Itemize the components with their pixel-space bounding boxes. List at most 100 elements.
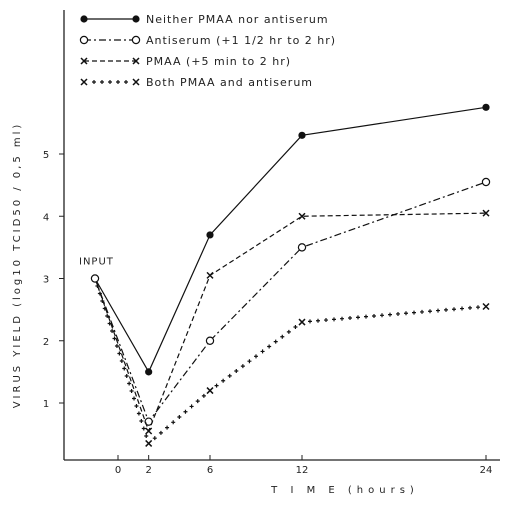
series-plus-mark: [436, 308, 440, 313]
y-tick-label: 4: [43, 212, 49, 223]
series-plus-mark: [141, 426, 146, 431]
legend-label: Both PMAA and antiserum: [146, 76, 313, 89]
series-plus-mark: [404, 311, 408, 316]
series-plus-mark: [452, 307, 456, 312]
series-plus-mark: [214, 383, 219, 388]
series-plus-mark: [316, 318, 320, 323]
data-point-cross: [482, 209, 490, 217]
x-tick-label: 0: [115, 465, 121, 476]
series-plus-mark: [293, 324, 298, 329]
series-plus-mark: [132, 396, 137, 401]
series-plus-mark: [396, 311, 400, 316]
series-plus-mark: [110, 328, 115, 333]
series-plus-mark: [240, 364, 245, 369]
x-tick-label: 24: [480, 465, 493, 476]
series-plus-mark: [177, 415, 182, 420]
data-point-cross: [145, 427, 153, 435]
series-plus-mark: [144, 433, 149, 438]
series-plus-mark: [134, 403, 139, 408]
x-tick-label: 12: [296, 465, 309, 476]
series-plus-mark: [356, 315, 360, 320]
data-point-cross: [206, 387, 214, 395]
series-plus-mark: [158, 430, 163, 435]
legend-item: Both PMAA and antiserum: [80, 76, 313, 89]
y-tick-label: 5: [43, 150, 49, 161]
series-plus-mark: [97, 291, 102, 296]
series-plus-mark: [171, 420, 176, 425]
legend-plus-mark: [92, 80, 96, 84]
series-plus-mark: [117, 351, 122, 356]
input-point: [90, 274, 100, 283]
data-point-open-circle: [131, 35, 141, 45]
series-plus-mark: [388, 312, 392, 317]
data-point-open-circle: [205, 336, 215, 345]
legend-label: Antiserum (+1 1/2 hr to 2 hr): [146, 34, 336, 47]
legend: Neither PMAA nor antiserum Antiserum (+1 …: [79, 13, 336, 89]
series-plus-mark: [444, 307, 448, 312]
series-plus-mark: [105, 313, 110, 318]
series-plus-mark: [107, 321, 112, 326]
series-plus-mark: [95, 283, 100, 288]
series-plus-mark: [102, 306, 107, 311]
series-plus-mark: [100, 298, 105, 303]
data-point-cross: [206, 271, 214, 279]
series-plus-mark: [136, 411, 141, 416]
series-plus-mark: [195, 399, 200, 404]
data-point-open-circle: [481, 177, 491, 187]
series-plus-mark: [124, 373, 129, 378]
series-neither-pmaa-nor-antiserum: [94, 103, 490, 376]
series-plus-mark: [201, 393, 206, 398]
series-plus-mark: [114, 343, 119, 348]
series-plus-mark: [364, 314, 368, 319]
series-plus-mark: [308, 319, 312, 324]
series-plus-mark: [412, 310, 416, 315]
legend-plus-mark: [116, 80, 120, 84]
series-line: [94, 181, 487, 423]
series-plus-mark: [260, 349, 265, 354]
series-plus-mark: [221, 378, 226, 383]
legend-plus-mark: [108, 80, 112, 84]
x-axis-label: T I M E (hours): [270, 485, 419, 496]
series-plus-mark: [332, 317, 336, 322]
data-point-cross: [80, 78, 88, 86]
series-both-pmaa-and-antiserum: [95, 283, 490, 447]
series-plus-mark: [468, 305, 472, 310]
data-point-cross: [132, 78, 140, 86]
series-plus-mark: [165, 425, 170, 430]
series-plus-mark: [267, 344, 272, 349]
series-plus-mark: [280, 334, 285, 339]
data-point-open-circle: [79, 35, 89, 45]
series-plus-mark: [112, 336, 117, 341]
series-plus-mark: [273, 339, 278, 344]
data-point-cross: [298, 318, 306, 326]
x-tick-label: 2: [145, 465, 151, 476]
series-plus-mark: [247, 359, 252, 364]
series-plus-mark: [420, 309, 424, 314]
legend-item: Neither PMAA nor antiserum: [80, 13, 328, 26]
x-tick-label: 6: [207, 465, 213, 476]
series-plus-mark: [183, 409, 188, 414]
input-annotation: INPUT: [79, 257, 114, 268]
data-point-cross: [298, 212, 306, 220]
y-axis-label: VIRUS YIELD (log10 TCID50 / 0,5 ml): [12, 122, 23, 409]
legend-label: PMAA (+5 min to 2 hr): [146, 55, 291, 68]
data-point-filled-circle: [132, 15, 140, 23]
y-tick-label: 2: [43, 337, 49, 348]
series-layer: [90, 103, 491, 447]
legend-item: PMAA (+5 min to 2 hr): [80, 55, 291, 68]
data-point-filled-circle: [145, 368, 153, 376]
series-plus-mark: [122, 366, 127, 371]
series-plus-mark: [152, 436, 157, 441]
data-point-filled-circle: [482, 103, 490, 111]
series-plus-mark: [372, 313, 376, 318]
series-plus-mark: [254, 354, 258, 359]
data-point-filled-circle: [298, 131, 306, 139]
series-plus-mark: [227, 373, 232, 378]
series-plus-mark: [189, 404, 194, 409]
data-point-cross: [482, 302, 490, 311]
series-pmaa-5-min-to-2-hr: [94, 209, 490, 435]
legend-plus-mark: [124, 80, 128, 84]
legend-label: Neither PMAA nor antiserum: [146, 13, 329, 26]
